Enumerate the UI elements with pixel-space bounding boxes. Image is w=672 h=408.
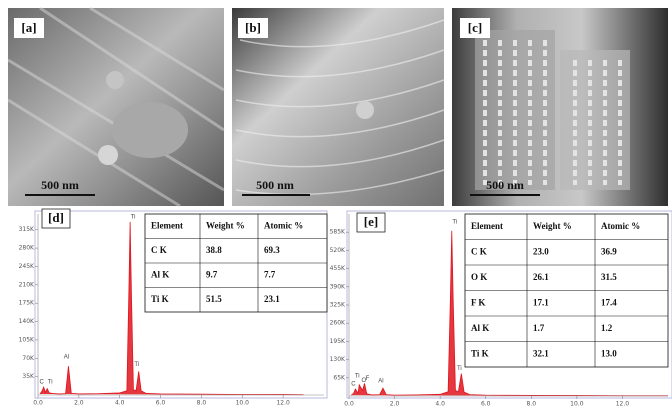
x-tick-label: 0.0 — [33, 400, 43, 407]
peak-label: F — [366, 376, 370, 382]
table-cell: 1.7 — [533, 323, 545, 333]
table-cell: 9.7 — [206, 269, 218, 279]
table-header: Weight % — [533, 221, 572, 231]
table-cell: 7.7 — [264, 269, 276, 279]
table-header: Atomic % — [264, 220, 303, 230]
x-tick-label: 2.0 — [390, 401, 400, 408]
peak-label: Ti — [452, 219, 457, 225]
y-tick-label: 390K — [330, 283, 346, 290]
x-tick-label: 8.0 — [527, 401, 537, 408]
table-cell: 31.5 — [601, 272, 617, 282]
table-cell: 23.0 — [533, 246, 549, 256]
panel-label: [e] — [364, 214, 378, 229]
y-tick-label: 140K — [19, 318, 35, 325]
table-cell: 38.8 — [206, 245, 222, 255]
table-cell: Al K — [471, 323, 489, 333]
y-tick-label: 520K — [330, 247, 346, 254]
y-tick-label: 585K — [330, 229, 346, 236]
peak-label: Al — [64, 355, 69, 361]
table-header: Atomic % — [601, 221, 640, 231]
table-header: Element — [151, 220, 183, 230]
table-cell: Ti K — [471, 348, 489, 358]
x-tick-label: 4.0 — [435, 401, 445, 408]
scale-label: 500 nm — [41, 178, 79, 192]
y-tick-label: 280K — [19, 245, 35, 252]
table-cell: 17.4 — [601, 297, 617, 307]
x-tick-label: 10.0 — [570, 401, 584, 408]
table-header: Element — [471, 221, 503, 231]
x-tick-label: 6.0 — [156, 400, 166, 407]
y-tick-label: 325K — [330, 302, 346, 309]
x-tick-label: 6.0 — [481, 401, 491, 408]
x-tick-label: 12.0 — [616, 401, 630, 408]
table-cell: C K — [471, 246, 487, 256]
peak-label: C — [351, 382, 356, 388]
x-tick-label: 2.0 — [74, 400, 84, 407]
y-tick-label: 105K — [19, 336, 35, 343]
y-tick-label: 35K — [22, 373, 35, 380]
table-cell: O K — [471, 272, 487, 282]
panel-label: [b] — [245, 20, 261, 35]
table-cell: 36.9 — [601, 246, 617, 256]
y-tick-label: 175K — [19, 300, 35, 307]
x-tick-label: 0.0 — [344, 401, 354, 408]
figure: [a] [b] [c] 500 nm 500 nm 500 nm 35K 70K 1… — [0, 0, 672, 408]
table-cell: Ti K — [151, 294, 169, 304]
x-tick-label: 10.0 — [236, 400, 250, 407]
table-cell: C K — [151, 245, 167, 255]
panel-label: [a] — [21, 20, 36, 35]
x-tick-label: 8.0 — [197, 400, 207, 407]
y-tick-label: 315K — [19, 226, 35, 233]
table-cell: F K — [471, 297, 485, 307]
y-tick-label: 245K — [19, 263, 35, 270]
peak-label: Ti — [457, 366, 462, 372]
peak-label: C — [40, 380, 45, 386]
table-cell: 1.2 — [601, 323, 613, 333]
table-cell: 51.5 — [206, 294, 222, 304]
spectra: 35K 70K 105K 140K 175K 210K 245K 280K 315K 0.0 2.0… — [19, 209, 672, 408]
panel-label: [d] — [48, 210, 64, 225]
peak-label: Ti — [134, 362, 139, 368]
table-cell: Al K — [151, 269, 169, 279]
table-header: Weight % — [206, 220, 245, 230]
scale-label: 500 nm — [486, 178, 524, 192]
panel-label: [c] — [468, 20, 482, 35]
table-cell: 17.1 — [533, 297, 549, 307]
y-tick-label: 210K — [19, 281, 35, 288]
y-tick-label: 260K — [330, 320, 346, 327]
y-tick-label: 195K — [330, 338, 346, 345]
peak-label: Ti — [48, 379, 53, 385]
y-tick-label: 130K — [330, 356, 346, 363]
peak-label: Ti — [131, 214, 136, 220]
table-cell: 23.1 — [264, 294, 280, 304]
x-tick-label: 4.0 — [115, 400, 125, 407]
scale-label: 500 nm — [256, 178, 294, 192]
table-cell: 26.1 — [533, 272, 549, 282]
y-tick-label: 455K — [330, 265, 346, 272]
table-cell: 69.3 — [264, 245, 280, 255]
peak-label: Ti — [355, 373, 360, 379]
peak-label: Al — [378, 379, 383, 385]
y-tick-label: 65K — [333, 374, 346, 381]
table-cell: 32.1 — [533, 348, 549, 358]
table-cell: 13.0 — [601, 348, 617, 358]
x-tick-label: 12.0 — [276, 400, 290, 407]
y-tick-label: 70K — [22, 355, 35, 362]
